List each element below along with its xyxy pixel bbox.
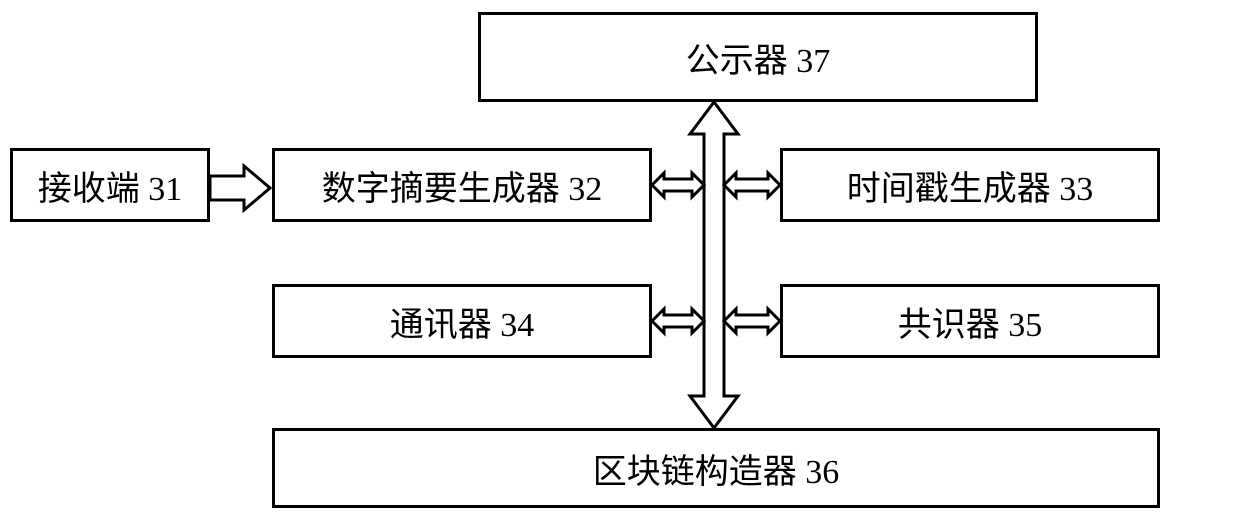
- node-label-n34: 通讯器 34: [390, 297, 535, 346]
- node-n37: 公示器 37: [478, 12, 1038, 102]
- node-n32: 数字摘要生成器 32: [272, 148, 652, 222]
- node-n31: 接收端 31: [10, 148, 210, 222]
- node-label-n36: 区块链构造器 36: [593, 444, 840, 493]
- arrow-n31-to-n32: [210, 166, 270, 210]
- node-label-n31: 接收端 31: [38, 161, 183, 210]
- node-label-n37: 公示器 37: [686, 33, 831, 82]
- node-n34: 通讯器 34: [272, 284, 652, 358]
- node-n33: 时间戳生成器 33: [780, 148, 1160, 222]
- arrow-n32-bus: [652, 173, 704, 197]
- node-label-n33: 时间戳生成器 33: [847, 161, 1094, 210]
- node-label-n32: 数字摘要生成器 32: [322, 161, 603, 210]
- node-label-n35: 共识器 35: [898, 297, 1043, 346]
- node-n36: 区块链构造器 36: [272, 428, 1160, 508]
- arrow-n34-bus: [652, 309, 704, 333]
- arrow-bus-n35: [724, 309, 780, 333]
- arrow-bus-n33: [724, 173, 780, 197]
- node-n35: 共识器 35: [780, 284, 1160, 358]
- arrow-vertical-bus: [690, 102, 738, 428]
